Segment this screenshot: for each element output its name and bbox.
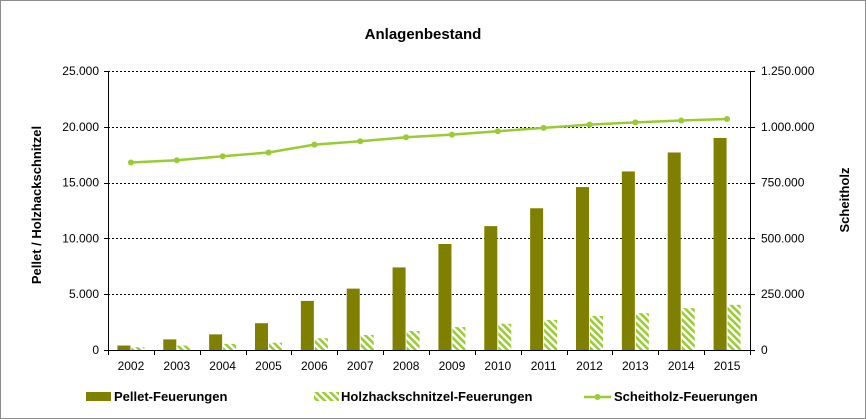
bar-holzhackschnitzel-2010 [498, 323, 512, 350]
bar-pellet-2005 [255, 323, 268, 350]
x-tick-label-2010: 2010 [484, 359, 511, 373]
scheitholz-line [127, 115, 731, 166]
right-tick-label: 750.000 [761, 176, 805, 190]
bar-holzhackschnitzel-2004 [223, 343, 237, 350]
left-axis-title: Pellet / Holzhackschnitzel [29, 126, 44, 284]
bar-pellet-2008 [392, 267, 406, 350]
x-tick-label-2002: 2002 [118, 359, 145, 373]
legend-label-scheitholz: Scheitholz-Feuerungen [614, 389, 758, 404]
bar-pellet-2013 [621, 171, 635, 350]
bar-holzhackschnitzel-2011 [544, 319, 558, 350]
x-tick-label-2006: 2006 [301, 359, 328, 373]
x-tick-label-2009: 2009 [439, 359, 466, 373]
legend-swatch-holzhackschnitzel [314, 392, 339, 401]
chart-title: Anlagenbestand [365, 26, 482, 43]
bars [117, 137, 741, 350]
legend: Pellet-Feuerungen Holzhackschnitzel-Feuer… [86, 389, 758, 404]
bar-pellet-2003 [163, 339, 177, 350]
left-tick-label: 5.000 [69, 287, 99, 301]
bar-pellet-2004 [209, 334, 223, 350]
x-tick-label-2004: 2004 [209, 359, 236, 373]
right-tick-label: 250.000 [761, 287, 805, 301]
left-tick-label: 0 [92, 343, 99, 357]
point-scheitholz-2009 [448, 131, 455, 138]
legend-marker-scheitholz [594, 394, 601, 400]
left-tick-label: 25.000 [62, 64, 99, 78]
legend-label-pellet: Pellet-Feuerungen [114, 389, 227, 404]
left-tick-label: 15.000 [62, 176, 99, 190]
x-tick-label-2015: 2015 [714, 359, 741, 373]
point-scheitholz-2004 [219, 153, 226, 160]
point-scheitholz-2003 [173, 157, 180, 164]
bar-holzhackschnitzel-2005 [269, 342, 282, 350]
scheitholz-polyline [130, 117, 728, 164]
point-scheitholz-2015 [724, 115, 731, 122]
x-tick-label-2008: 2008 [393, 359, 420, 373]
legend-swatch-pellet [86, 392, 111, 401]
x-tick-label-2011: 2011 [531, 359, 557, 373]
point-scheitholz-2010 [494, 128, 501, 135]
point-scheitholz-2007 [357, 138, 364, 145]
bar-holzhackschnitzel-2006 [314, 338, 328, 350]
point-scheitholz-2011 [540, 124, 547, 131]
bar-pellet-2002 [117, 345, 131, 350]
bar-pellet-2010 [484, 226, 498, 350]
right-axis-title: Scheitholz [837, 167, 852, 233]
legend-label-holzhackschnitzel: Holzhackschnitzel-Feuerungen [341, 389, 532, 404]
bar-holzhackschnitzel-2015 [727, 304, 741, 350]
bar-holzhackschnitzel-2014 [681, 308, 695, 350]
right-tick-label: 500.000 [761, 231, 805, 245]
point-scheitholz-2014 [678, 117, 685, 124]
left-tick-label: 10.000 [62, 231, 99, 245]
left-tick-label: 20.000 [62, 120, 99, 134]
x-tick-label-2012: 2012 [576, 359, 603, 373]
bar-pellet-2015 [713, 137, 727, 350]
x-axis-ticks: 2002 2003 2004 2005 2006 2007 2008 2009 2010 2011… [118, 359, 741, 373]
left-axis-ticks: 0 5.000 10.000 15.000 20.000 25.000 [62, 64, 99, 357]
bar-pellet-2006 [300, 300, 314, 350]
bar-holzhackschnitzel-2012 [590, 315, 603, 350]
bar-pellet-2007 [346, 288, 360, 350]
bar-holzhackschnitzel-2008 [406, 331, 420, 350]
x-tick-label-2007: 2007 [347, 359, 374, 373]
bar-pellet-2009 [438, 243, 452, 350]
bar-holzhackschnitzel-2009 [452, 327, 466, 350]
x-tick-label-2013: 2013 [622, 359, 649, 373]
axes [104, 71, 755, 355]
bar-pellet-2012 [576, 187, 589, 350]
bar-holzhackschnitzel-2007 [360, 334, 374, 350]
point-scheitholz-2005 [265, 149, 272, 156]
x-tick-label-2014: 2014 [668, 359, 695, 373]
right-axis-ticks: 0 250.000 500.000 750.000 1.000.000 1.250.000 [761, 64, 815, 357]
point-scheitholz-2006 [311, 141, 318, 148]
bar-holzhackschnitzel-2002 [131, 347, 145, 350]
gridlines [108, 71, 750, 295]
bar-holzhackschnitzel-2013 [635, 313, 649, 350]
x-tick-label-2005: 2005 [255, 359, 282, 373]
right-tick-label: 1.000.000 [761, 120, 815, 134]
point-scheitholz-2013 [632, 119, 639, 126]
x-tick-label-2003: 2003 [163, 359, 190, 373]
point-scheitholz-2012 [586, 121, 593, 128]
point-scheitholz-2008 [403, 134, 410, 141]
point-scheitholz-2002 [127, 159, 134, 166]
bar-pellet-2011 [530, 208, 544, 350]
right-tick-label: 0 [761, 343, 768, 357]
bar-pellet-2014 [667, 152, 681, 350]
bar-holzhackschnitzel-2003 [177, 345, 191, 350]
right-tick-label: 1.250.000 [761, 64, 815, 78]
